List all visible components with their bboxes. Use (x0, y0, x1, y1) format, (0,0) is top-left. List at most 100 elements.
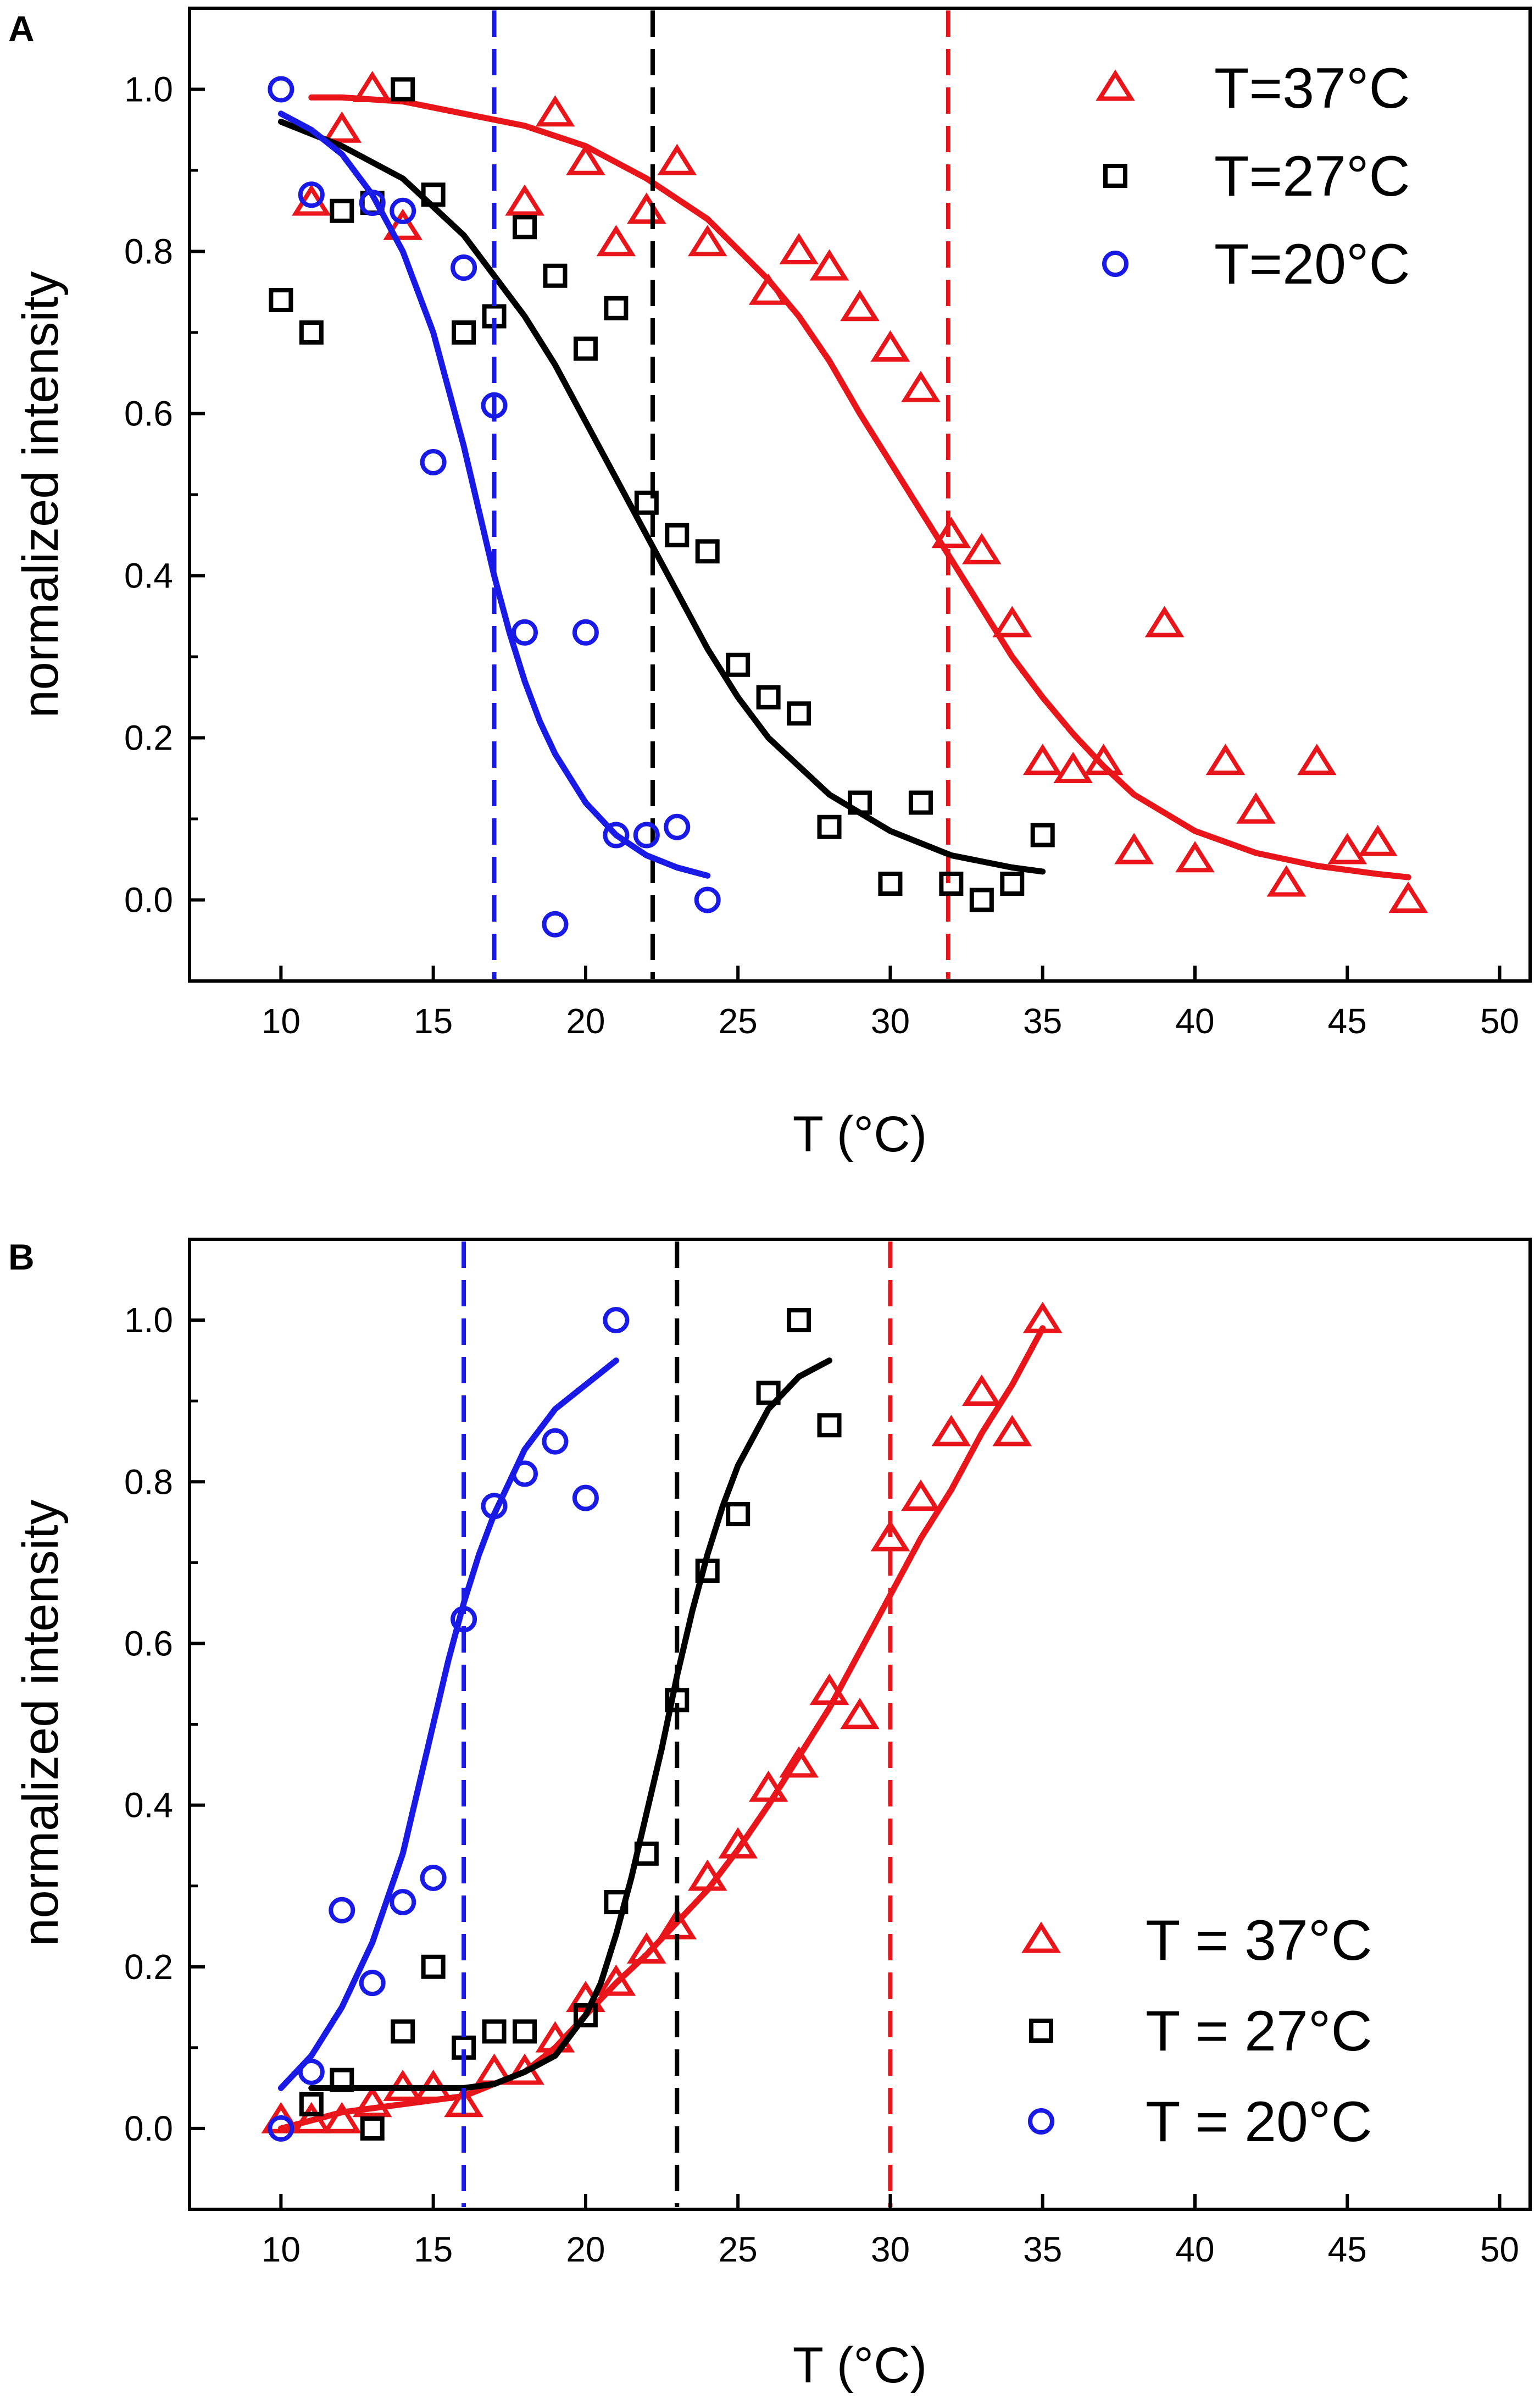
data-point-b-t37 (809, 1673, 849, 1705)
y-axis-label-a: normalized intensity (13, 271, 69, 718)
data-point-b-t27 (634, 1841, 659, 1866)
data-point-b-t37 (444, 2086, 483, 2118)
data-point-b-t27 (787, 1308, 811, 1333)
legend-marker-a-t27 (1103, 164, 1127, 188)
data-point-b-t37 (687, 1859, 727, 1891)
x-tick-label-a: 20 (566, 1001, 605, 1041)
data-point-b-t37 (961, 1374, 1002, 1406)
data-point-a-t27 (269, 288, 293, 312)
fit-curve-b-t20 (277, 1357, 619, 2091)
data-point-a-t37 (1205, 744, 1246, 775)
y-tick-label-a: 1.0 (124, 70, 173, 109)
data-point-b-t27 (330, 2068, 354, 2092)
data-point-b-t27 (817, 1413, 842, 1438)
data-point-a-t37 (505, 184, 544, 216)
data-point-a-t37 (1083, 744, 1124, 775)
y-tick-label-b: 0.4 (124, 1786, 173, 1825)
x-tick-label-a: 35 (1023, 1001, 1062, 1041)
data-point-a-t27 (726, 652, 750, 677)
data-point-b-t20 (420, 1864, 447, 1891)
data-point-a-t27 (573, 336, 598, 361)
data-point-b-t27 (756, 1381, 781, 1405)
y-tick-label-a: 0.2 (124, 718, 173, 758)
data-point-b-t20 (359, 1970, 386, 1997)
data-point-b-t20 (268, 2115, 294, 2142)
legend-label-a-t37: T=37°C (1214, 57, 1410, 120)
data-point-a-t37 (1144, 606, 1185, 638)
plot-content-a (268, 10, 1428, 979)
data-point-a-t37 (1297, 744, 1337, 775)
data-point-a-t37 (901, 370, 941, 402)
data-point-a-t37 (566, 143, 605, 175)
y-tick-label-b: 0.8 (124, 1462, 173, 1501)
data-point-b-t27 (391, 2019, 415, 2044)
axes-a: 10 15 20 25 30 35 40 45 50 0.0 0.2 0.4 0.6 0.8 1.0 (124, 7, 1519, 1041)
data-point-a-t37 (840, 290, 880, 322)
data-point-a-t37 (1022, 744, 1063, 775)
fit-curve-a-t37 (308, 94, 1411, 880)
data-point-b-t20 (298, 2058, 325, 2085)
x-tick-label-a: 45 (1328, 1001, 1367, 1041)
y-tick-label-a: 0.8 (124, 232, 173, 271)
data-point-a-t20 (633, 822, 660, 849)
data-point-a-t20 (542, 911, 569, 938)
data-point-a-t20 (298, 181, 325, 208)
legend-label-a-t20: T=20°C (1214, 232, 1410, 296)
data-point-a-t37 (1236, 792, 1276, 824)
x-tick-label-a: 25 (719, 1001, 758, 1041)
data-point-a-t27 (604, 296, 629, 320)
legend-marker-a-t37 (1096, 69, 1135, 101)
data-point-b-t27 (604, 1890, 629, 1915)
data-point-a-t20 (420, 449, 447, 475)
data-point-a-t27 (299, 320, 324, 345)
data-point-a-t37 (535, 95, 575, 127)
data-point-a-t37 (779, 232, 819, 264)
data-point-a-t37 (1175, 841, 1215, 873)
data-point-b-t20 (329, 1897, 355, 1924)
x-tick-label-b: 40 (1175, 2230, 1214, 2269)
x-tick-label-b: 25 (719, 2230, 758, 2269)
panel-letter-b: B (8, 1237, 35, 1277)
data-point-a-t37 (1327, 833, 1367, 864)
data-point-a-t27 (969, 888, 994, 912)
data-point-b-t27 (360, 2116, 385, 2141)
data-point-a-t27 (421, 182, 446, 207)
data-point-b-t37 (352, 2086, 392, 2118)
data-point-a-t27 (787, 701, 811, 726)
x-tick-label-b: 15 (414, 2230, 453, 2269)
data-point-a-t20 (359, 190, 386, 216)
data-point-a-t37 (352, 70, 392, 102)
panel-a: A 10 15 20 25 30 35 40 45 50 0.0 0.2 0.4 0.6 0.8 1.0 T… (8, 7, 1532, 1162)
data-point-b-t37 (870, 1520, 910, 1551)
data-point-a-t37 (870, 330, 910, 362)
data-point-a-t20 (694, 886, 721, 913)
data-point-a-t27 (1000, 872, 1025, 896)
fit-curve-a-t20 (277, 110, 711, 879)
y-axis-label-b: normalized intensity (13, 1499, 69, 1946)
x-tick-label-b: 10 (262, 2230, 301, 2269)
data-point-a-t27 (939, 872, 964, 896)
data-point-b-t20 (542, 1428, 569, 1455)
data-point-a-t37 (748, 273, 788, 305)
data-point-a-t20 (390, 197, 416, 224)
x-tick-label-b: 20 (566, 2230, 605, 2269)
data-point-b-t27 (726, 1502, 750, 1527)
data-point-b-t37 (718, 1827, 758, 1859)
data-point-b-t37 (901, 1479, 941, 1511)
data-point-b-t20 (603, 1307, 630, 1334)
x-axis-label-a: T (°C) (793, 1106, 927, 1162)
data-point-b-t27 (695, 1559, 720, 1583)
data-point-a-t37 (809, 249, 849, 281)
data-point-a-t37 (1266, 865, 1307, 897)
data-point-a-t37 (1114, 833, 1154, 864)
legend-label-b-t37: T = 37°C (1146, 1909, 1372, 1972)
data-point-b-t37 (779, 1746, 819, 1778)
plot-frame-b (188, 1238, 1532, 2211)
data-point-a-t37 (657, 143, 697, 175)
x-tick-label-b: 35 (1023, 2230, 1062, 2269)
x-tick-label-a: 10 (262, 1001, 301, 1041)
data-point-b-t27 (513, 2019, 537, 2044)
data-point-b-t27 (421, 1954, 446, 1979)
data-point-a-t20 (481, 392, 508, 419)
